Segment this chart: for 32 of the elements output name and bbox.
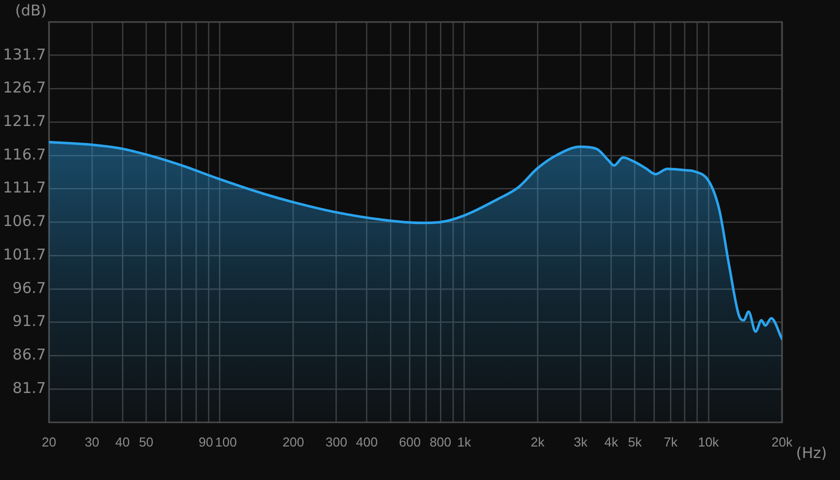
y-tick-label: 101.7 [2,245,46,264]
y-tick-label: 81.7 [12,378,46,397]
x-tick-label: 200 [282,434,304,450]
y-axis-title: (dB) [15,1,47,20]
x-tick-label: 300 [325,434,348,450]
x-tick-label: 50 [138,434,154,450]
x-tick-label: 4k [604,434,619,450]
x-axis-title: (Hz) [796,444,827,462]
x-tick-label: 10k [698,434,720,450]
x-tick-label: 40 [115,434,130,450]
y-tick-label: 86.7 [12,346,46,364]
y-tick-label: 91.7 [12,312,46,330]
x-tick-label: 90 [198,434,214,450]
x-tick-label: 600 [399,434,421,450]
x-tick-label: 20k [772,434,793,450]
y-tick-label: 126.7 [2,78,46,97]
y-tick-label: 121.7 [2,112,46,130]
y-tick-label: 131.7 [2,45,46,64]
y-tick-label: 106.7 [2,212,46,230]
y-tick-label: 116.7 [2,145,46,164]
x-tick-label: 5k [628,434,642,450]
x-tick-label: 1k [457,434,472,450]
x-tick-label: 7k [664,434,678,450]
y-tick-label: 96.7 [12,278,46,297]
x-tick-label: 800 [430,434,452,450]
y-tick-label: 111.7 [2,178,46,197]
x-tick-label: 20 [42,434,56,450]
x-tick-label: 2k [530,434,546,450]
x-tick-label: 100 [215,434,237,450]
x-tick-label: 30 [84,434,100,450]
x-tick-label: 400 [356,434,378,450]
x-tick-label: 3k [574,434,588,450]
